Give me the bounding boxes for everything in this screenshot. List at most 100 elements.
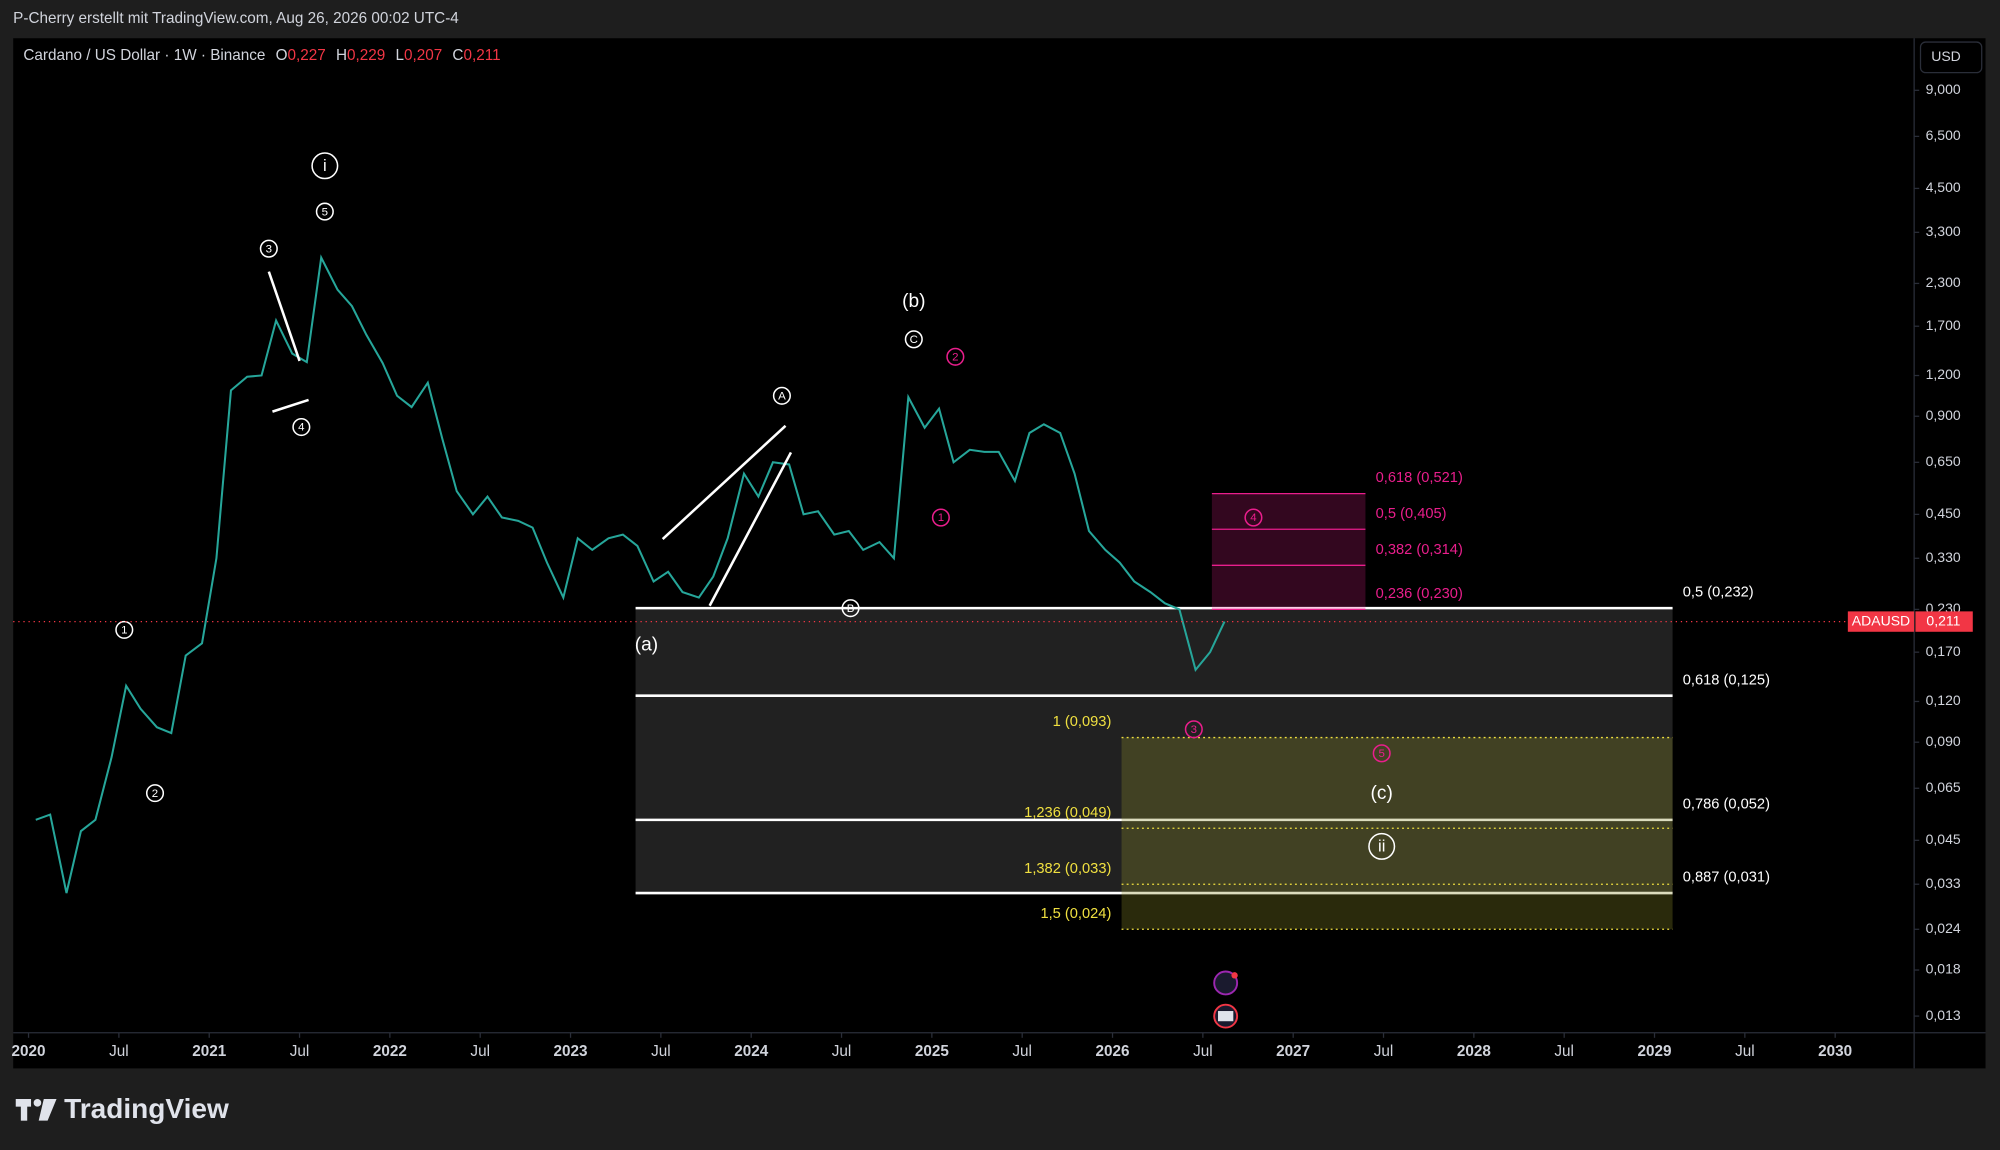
fib-label: 0,786 (0,052) — [1683, 796, 1770, 812]
ohlc-value: 0,229 — [347, 47, 385, 64]
ohlc-key: C — [452, 47, 463, 64]
wave-circle — [772, 386, 791, 405]
wave-label: (a) — [635, 635, 658, 656]
trend-line — [708, 451, 793, 607]
x-tick-label: 2020 — [12, 1043, 46, 1060]
x-tick-label: 2025 — [915, 1043, 949, 1060]
brand: TradingView — [64, 1093, 229, 1124]
y-tick-label: 0,900 — [1926, 407, 1961, 423]
wave-circle — [115, 620, 134, 639]
fib-zone — [1121, 737, 1673, 930]
fib-zone — [635, 608, 1673, 894]
wave-label: ii — [1378, 836, 1385, 855]
x-tick-label: Jul — [109, 1043, 129, 1060]
y-tick-label: 0,450 — [1926, 505, 1961, 521]
wave-label: 1 — [121, 625, 127, 637]
flag-icon — [1218, 1011, 1234, 1022]
currency-button[interactable] — [1919, 41, 1983, 74]
y-tick-label: 2,300 — [1926, 274, 1961, 290]
wave-label: 1 — [938, 512, 944, 524]
fib-label: 0,5 (0,232) — [1683, 585, 1754, 601]
symbol-tag-label: ADAUSD — [1852, 612, 1910, 628]
symbol-name: Cardano / US Dollar · 1W · Binance — [23, 47, 265, 64]
x-tick-label: 2028 — [1457, 1043, 1491, 1060]
y-tick-label: 9,000 — [1926, 81, 1961, 97]
x-tick-label: Jul — [470, 1043, 490, 1060]
wave-label: A — [778, 390, 786, 402]
x-tick-label: Jul — [1374, 1043, 1394, 1060]
event-icons — [1213, 970, 1239, 1029]
y-tick-label: 0,120 — [1926, 692, 1961, 708]
ohlc-key: L — [395, 47, 404, 64]
wave-label: 4 — [1250, 512, 1257, 524]
currency-label: USD — [1931, 48, 1961, 64]
fib-label: 0,618 (0,521) — [1376, 470, 1463, 486]
wave-circle — [315, 202, 334, 221]
chart-pane — [13, 38, 1986, 1069]
y-tick-label: 1,200 — [1926, 366, 1961, 382]
fib-label: 0,236 (0,230) — [1376, 586, 1463, 602]
wave-label: B — [847, 603, 855, 615]
x-tick-label: 2022 — [373, 1043, 407, 1060]
x-tick-label: Jul — [1735, 1043, 1755, 1060]
y-tick-label: 0,650 — [1926, 453, 1961, 469]
x-tick-label: Jul — [290, 1043, 310, 1060]
fib-label: 0,618 (0,125) — [1683, 672, 1770, 688]
tradingview-logo — [15, 1099, 57, 1121]
author-line: P-Cherry erstellt mit TradingView.com, A… — [13, 10, 459, 27]
y-tick-label: 0,045 — [1926, 831, 1961, 847]
wave-label: (c) — [1371, 783, 1393, 804]
event-icon[interactable] — [1213, 970, 1239, 996]
wave-label: (b) — [902, 291, 925, 312]
x-tick-label: 2026 — [1096, 1043, 1130, 1060]
y-tick-label: 0,033 — [1926, 875, 1961, 891]
fib-label: 1,5 (0,024) — [1040, 906, 1111, 922]
ohlc-value: 0,207 — [404, 47, 442, 64]
x-tick-label: Jul — [1193, 1043, 1213, 1060]
wave-label: i — [323, 156, 327, 175]
fib-label: 1 (0,093) — [1053, 714, 1112, 730]
x-tick-label: 2024 — [734, 1043, 768, 1060]
wave-circle — [145, 784, 165, 803]
symbol-tag — [1847, 611, 1915, 632]
x-tick-label: Jul — [832, 1043, 852, 1060]
y-tick-label: 0,013 — [1926, 1007, 1961, 1023]
x-tick-label: 2030 — [1818, 1043, 1852, 1060]
ohlc-key: H — [336, 47, 347, 64]
fib-label: 0,887 (0,031) — [1683, 870, 1770, 886]
y-tick-label: 0,330 — [1926, 549, 1961, 565]
wave-label: 5 — [322, 206, 328, 218]
wave-circle — [931, 508, 950, 527]
y-tick-label: 1,700 — [1926, 317, 1961, 333]
symbol-legend: Cardano / US Dollar · 1W · Binance — [23, 47, 265, 64]
x-tick-label: 2021 — [192, 1043, 226, 1060]
logo-dot — [33, 1099, 42, 1107]
wave-label: C — [910, 334, 918, 346]
trend-line — [267, 271, 301, 362]
x-tick-label: Jul — [1012, 1043, 1032, 1060]
y-tick-label: 3,300 — [1926, 223, 1961, 239]
y-tick-label: 0,018 — [1926, 961, 1961, 977]
y-tick-label: 0,024 — [1926, 920, 1961, 936]
x-tick-label: 2027 — [1276, 1043, 1310, 1060]
wave-circle — [1372, 744, 1391, 763]
wave-circle — [946, 347, 965, 366]
ohlc-value: 0,211 — [463, 47, 500, 64]
wave-circle — [841, 599, 860, 618]
x-tick-label: 2029 — [1638, 1043, 1672, 1060]
y-tick-label: 6,500 — [1926, 127, 1961, 143]
wave-label: 4 — [298, 422, 305, 434]
fib-zone — [1211, 493, 1366, 610]
wave-circle — [292, 417, 311, 437]
x-tick-label: Jul — [1554, 1043, 1574, 1060]
fib-label: 0,382 (0,314) — [1376, 542, 1463, 558]
fib-label: 1,382 (0,033) — [1024, 861, 1111, 877]
y-tick-label: 0,170 — [1926, 643, 1961, 659]
x-tick-label: 2023 — [554, 1043, 588, 1060]
wave-circle — [311, 152, 339, 180]
price-tag-label: 0,211 — [1926, 612, 1960, 628]
wave-label: 5 — [1379, 748, 1385, 760]
trend-line — [661, 424, 787, 540]
